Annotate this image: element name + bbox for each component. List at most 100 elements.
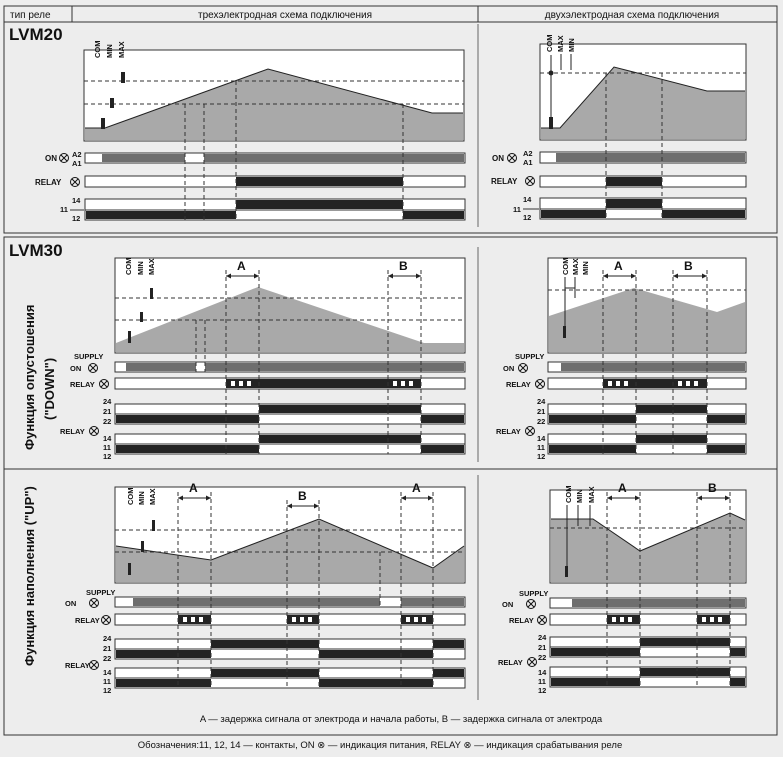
- on-indicator-icon: [88, 363, 98, 373]
- min-label: MIN: [567, 38, 576, 52]
- com-label: COM: [564, 486, 573, 504]
- contact-11-label: 11: [103, 443, 111, 452]
- relay-label: RELAY: [506, 380, 531, 389]
- up-function-title: Функция наполнения ("UP"): [22, 486, 37, 666]
- com-electrode: [563, 326, 566, 338]
- com-electrode: [565, 566, 568, 577]
- contact-21-label: 21: [537, 407, 545, 416]
- relay-indicator-icon: [99, 379, 109, 389]
- contact-24-label: 24: [103, 634, 112, 643]
- delays-note: A — задержка сигнала от электрода и нача…: [200, 714, 603, 725]
- contact-14-label: 14: [537, 434, 546, 443]
- relay-label: RELAY: [509, 616, 534, 625]
- max-label: MAX: [556, 35, 565, 52]
- relay-label: RELAY: [75, 616, 100, 625]
- lvm20-two-electrode: COM MAX MIN ON A2 A1 RELAY 14 11 12: [491, 35, 747, 222]
- contact-12-label: 12: [103, 452, 111, 461]
- on-indicator-icon: [89, 598, 99, 608]
- delay-a-label: A: [614, 259, 623, 273]
- contact-22-label: 22: [538, 653, 546, 662]
- min-label: MIN: [575, 489, 584, 503]
- supply-bar: [102, 154, 185, 162]
- relay-indicator-icon: [537, 615, 547, 625]
- on-label: ON: [70, 364, 81, 373]
- min-electrode: [110, 98, 114, 108]
- legend-note: Обозначения:11, 12, 14 — контакты, ON ⊗ …: [138, 740, 622, 751]
- lvm30-down-two-electrode: COM MAX MIN A B SUPPLY: [496, 257, 747, 461]
- header-two-electrode: двухэлектродная схема подключения: [545, 10, 719, 21]
- max-electrode: [121, 72, 125, 83]
- contact-14-label: 14: [538, 668, 547, 677]
- relay2-indicator-icon: [89, 660, 99, 670]
- com-label: COM: [124, 258, 133, 276]
- lvm30-up-three-electrode: COM MIN MAX A B A: [65, 481, 466, 695]
- a1-label: A1: [72, 159, 82, 168]
- contact-14-label: 14: [103, 668, 112, 677]
- relay2-label: RELAY: [496, 427, 521, 436]
- lvm30-frame: [3, 236, 778, 736]
- relay2-indicator-icon: [525, 426, 535, 436]
- contact-14-label: 14: [103, 434, 112, 443]
- contact-11-label: 11: [537, 443, 545, 452]
- supply-label: SUPPLY: [74, 352, 103, 361]
- contact-21-label: 21: [538, 643, 546, 652]
- contact-12-label: 12: [538, 686, 546, 695]
- on-label: ON: [65, 599, 76, 608]
- level-area: [549, 288, 745, 352]
- frames: [3, 5, 778, 736]
- min-electrode: [141, 541, 144, 552]
- delay-b-label: B: [684, 259, 693, 273]
- lvm30-down-three-electrode: COM MIN MAX A B: [60, 257, 466, 461]
- contact-22-label: 22: [103, 417, 111, 426]
- relay-indicator-icon: [535, 379, 545, 389]
- lvm20-title: LVM20: [9, 25, 63, 44]
- relay2-label: RELAY: [60, 427, 85, 436]
- on-label: ON: [492, 154, 504, 163]
- contact-24-label: 24: [103, 397, 112, 406]
- supply-bar: [556, 153, 745, 162]
- relay-bar: [606, 177, 662, 186]
- contact-22-label: 22: [103, 654, 111, 663]
- delay-b-label: B: [298, 489, 307, 503]
- a1-label: A1: [523, 158, 533, 167]
- contact-24-label: 24: [538, 633, 547, 642]
- lvm30-title: LVM30: [9, 241, 63, 260]
- min-label: MIN: [136, 261, 145, 275]
- com-label: COM: [545, 35, 554, 53]
- supply-bar: [561, 363, 745, 371]
- contact-21-label: 21: [103, 407, 111, 416]
- lvm30-up-two-electrode: COM MIN MAX A B SUPPLY ON: [498, 481, 747, 695]
- a2-label: A2: [523, 149, 533, 158]
- relay-indicator-icon: [70, 177, 80, 187]
- level-area: [541, 67, 745, 139]
- max-label: MAX: [571, 258, 580, 275]
- com-electrode: [549, 117, 553, 129]
- com-label: COM: [126, 488, 135, 506]
- down-function-title: Функция опустошения: [22, 305, 37, 450]
- on-label: ON: [503, 364, 514, 373]
- header-relay-type: тип реле: [10, 10, 51, 21]
- contact-14-label: 14: [523, 195, 532, 204]
- relay2-label: RELAY: [65, 661, 90, 670]
- com-label: COM: [561, 258, 570, 276]
- relay-label: RELAY: [70, 380, 95, 389]
- min-label: MIN: [581, 261, 590, 275]
- relay-indicator-icon: [525, 176, 535, 186]
- a2-label: A2: [72, 150, 82, 159]
- relay-bar: [236, 177, 403, 186]
- contact-11-label: 11: [60, 205, 68, 214]
- relay-label: RELAY: [491, 177, 518, 186]
- contact-24-label: 24: [537, 397, 546, 406]
- delay-b-label: B: [399, 259, 408, 273]
- on-indicator-icon: [59, 153, 69, 163]
- com-label: COM: [93, 41, 102, 59]
- delay-a-label: A: [237, 259, 246, 273]
- delay-a2-label: A: [412, 481, 421, 495]
- supply-label: SUPPLY: [515, 352, 544, 361]
- contact-11-label: 11: [103, 677, 111, 686]
- com-electrode: [128, 563, 131, 575]
- contact-11-label: 11: [513, 205, 521, 214]
- max-electrode: [152, 520, 155, 531]
- relay-indicator-icon: [101, 615, 111, 625]
